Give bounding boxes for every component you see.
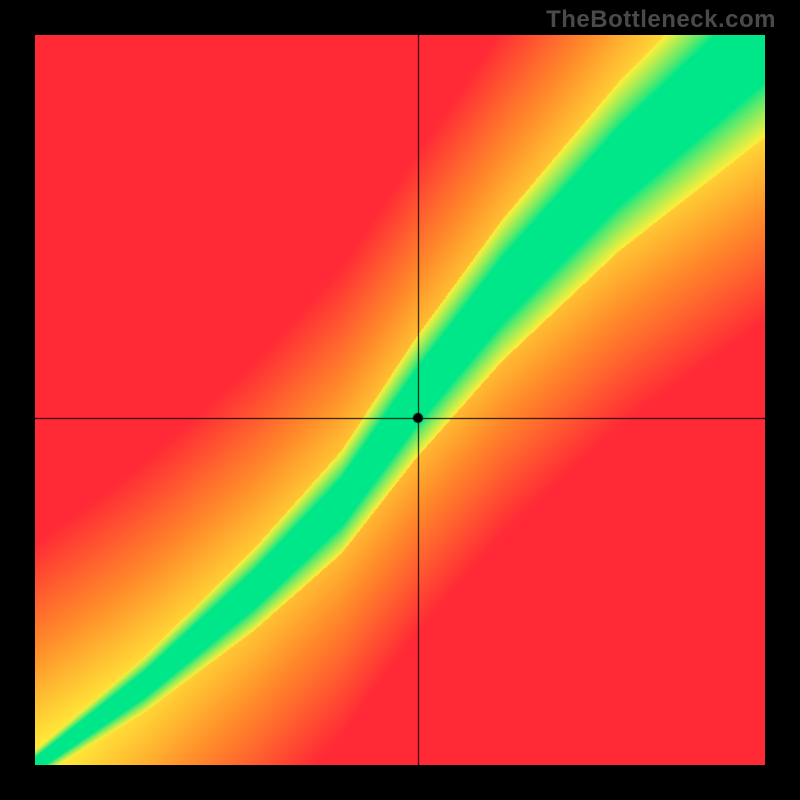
chart-container: TheBottleneck.com: [0, 0, 800, 800]
heatmap-canvas: [35, 35, 765, 765]
attribution-watermark: TheBottleneck.com: [546, 6, 776, 34]
heatmap-plot-area: [35, 35, 765, 765]
